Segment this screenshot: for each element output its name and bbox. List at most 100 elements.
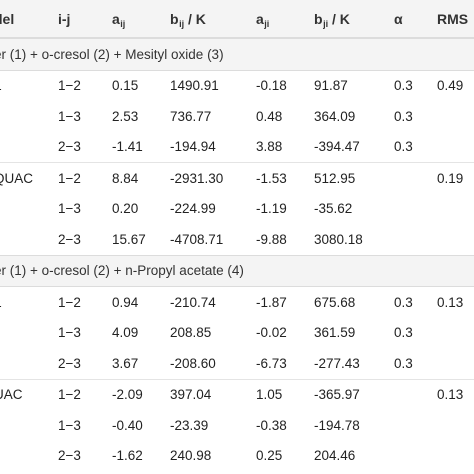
cell-bij: 1490.91 (170, 78, 219, 94)
bij-header-unit: / K (184, 10, 206, 27)
cell-bij: -2931.30 (170, 170, 224, 186)
cell-bji: 512.95 (314, 170, 356, 186)
col-header-bji: b ji / K (314, 0, 350, 37)
cell-bij: -23.39 (170, 417, 209, 433)
cell-bji: -194.78 (314, 417, 360, 433)
cell-bij: 208.85 (170, 325, 212, 341)
group-header-row: er (1) + o-cresol (2) + n-Propyl acetate… (0, 254, 474, 287)
col-header-bij: b ij / K (170, 0, 206, 37)
bji-header-base: b (314, 10, 323, 27)
cell-ij: 2−3 (58, 139, 81, 155)
table-row: 2−3 -1.62 240.98 0.25 204.46 (0, 441, 474, 472)
group-title: er (1) + o-cresol (2) + Mesityl oxide (3… (0, 46, 224, 62)
cell-aji: -0.02 (256, 325, 287, 341)
cell-bji: -35.62 (314, 201, 353, 217)
cell-bji: 675.68 (314, 294, 356, 310)
cell-aji: 3.88 (256, 139, 283, 155)
cell-model: L (0, 287, 2, 318)
bij-header-base: b (170, 10, 179, 27)
group-title: er (1) + o-cresol (2) + n-Propyl acetate… (0, 263, 244, 279)
cell-rms: 0.49 (437, 78, 464, 94)
bij-header-sub: ij (179, 18, 185, 29)
group-header-row: er (1) + o-cresol (2) + Mesityl oxide (3… (0, 38, 474, 71)
cell-ij: 1−2 (58, 170, 81, 186)
cell-aji: -9.88 (256, 231, 287, 247)
cell-bij: 736.77 (170, 108, 212, 124)
cell-aij: -2.09 (112, 387, 143, 403)
col-header-rms: RMS (437, 10, 469, 27)
cell-bij: -224.99 (170, 201, 216, 217)
cell-bij: -194.94 (170, 139, 216, 155)
cell-aij: 0.20 (112, 201, 139, 217)
cell-alpha: 0.3 (394, 78, 413, 94)
table-row: 1−3 4.09 208.85 -0.02 361.59 0.3 (0, 318, 474, 349)
cell-aij: 0.15 (112, 78, 139, 94)
table-row: 1−3 -0.40 -23.39 -0.38 -194.78 (0, 410, 474, 441)
col-header-aij: a ij (112, 0, 125, 37)
cell-model: QUAC (0, 170, 34, 186)
cell-aij: -0.40 (112, 417, 143, 433)
cell-alpha: 0.3 (394, 139, 413, 155)
table-row: 2−3 3.67 -208.60 -6.73 -277.43 0.3 (0, 348, 474, 379)
cell-aji: 0.48 (256, 108, 283, 124)
cell-alpha: 0.3 (394, 355, 413, 371)
cell-aij: 3.67 (112, 355, 139, 371)
cell-bji: -394.47 (314, 139, 360, 155)
table-row: L 0.49 1−2 0.15 1490.91 -0.18 91.87 0.3 (0, 71, 474, 102)
cell-ij: 1−2 (58, 294, 81, 310)
cell-bji: 3080.18 (314, 231, 363, 247)
cell-bji: 91.87 (314, 78, 348, 94)
table-row: L 0.13 1−2 0.94 -210.74 -1.87 675.68 0.3 (0, 287, 474, 318)
cell-bji: 364.09 (314, 108, 356, 124)
table-row: UAC 0.13 1−2 -2.09 397.04 1.05 -365.97 (0, 378, 474, 411)
cell-aji: -1.87 (256, 294, 287, 310)
cell-ij: 1−3 (58, 201, 81, 217)
cell-ij: 1−3 (58, 325, 81, 341)
cell-aji: 1.05 (256, 387, 283, 403)
cell-model: UAC (0, 387, 23, 403)
cell-ij: 2−3 (58, 231, 81, 247)
cell-aij: -1.41 (112, 139, 143, 155)
cell-aij: 4.09 (112, 325, 139, 341)
table-row: 2−3 -1.41 -194.94 3.88 -394.47 0.3 (0, 132, 474, 163)
cell-rms: 0.13 (437, 387, 464, 403)
cell-ij: 1−3 (58, 108, 81, 124)
cell-aij: 15.67 (112, 231, 146, 247)
cell-ij: 1−2 (58, 78, 81, 94)
cell-bij: -208.60 (170, 355, 216, 371)
cell-bij: -210.74 (170, 294, 216, 310)
cell-ij: 2−3 (58, 355, 81, 371)
aji-header-base: a (256, 10, 264, 27)
table-row: 2−3 15.67 -4708.71 -9.88 3080.18 (0, 224, 474, 255)
cell-ij: 1−2 (58, 387, 81, 403)
cell-aij: 8.84 (112, 170, 139, 186)
aji-header-sub: ji (264, 18, 270, 29)
cell-rms: 0.19 (437, 170, 464, 186)
cell-bij: 240.98 (170, 448, 212, 464)
bji-header-unit: / K (328, 10, 350, 27)
cell-bji: 361.59 (314, 325, 356, 341)
bji-header-sub: ji (323, 18, 329, 29)
cell-bij: 397.04 (170, 387, 212, 403)
cell-aji: -6.73 (256, 355, 287, 371)
table-body: er (1) + o-cresol (2) + Mesityl oxide (3… (0, 38, 474, 471)
table-row: 1−3 2.53 736.77 0.48 364.09 0.3 (0, 101, 474, 132)
aij-header-sub: ij (120, 18, 126, 29)
cell-ij: 1−3 (58, 417, 81, 433)
col-header-ij: i-j (58, 10, 71, 27)
cell-aji: -0.38 (256, 417, 287, 433)
cell-aij: 2.53 (112, 108, 139, 124)
col-header-aji: a ji (256, 0, 269, 37)
table-row: 1−3 0.20 -224.99 -1.19 -35.62 (0, 194, 474, 225)
cell-aij: 0.94 (112, 294, 139, 310)
cell-alpha: 0.3 (394, 294, 413, 310)
cell-ij: 2−3 (58, 448, 81, 464)
cell-alpha: 0.3 (394, 325, 413, 341)
cell-bji: -277.43 (314, 355, 360, 371)
cell-aji: -1.19 (256, 201, 287, 217)
cell-model: L (0, 71, 2, 102)
table-row: QUAC 0.19 1−2 8.84 -2931.30 -1.53 512.95 (0, 162, 474, 194)
cell-rms: 0.13 (437, 294, 464, 310)
col-header-model: del (0, 10, 15, 27)
